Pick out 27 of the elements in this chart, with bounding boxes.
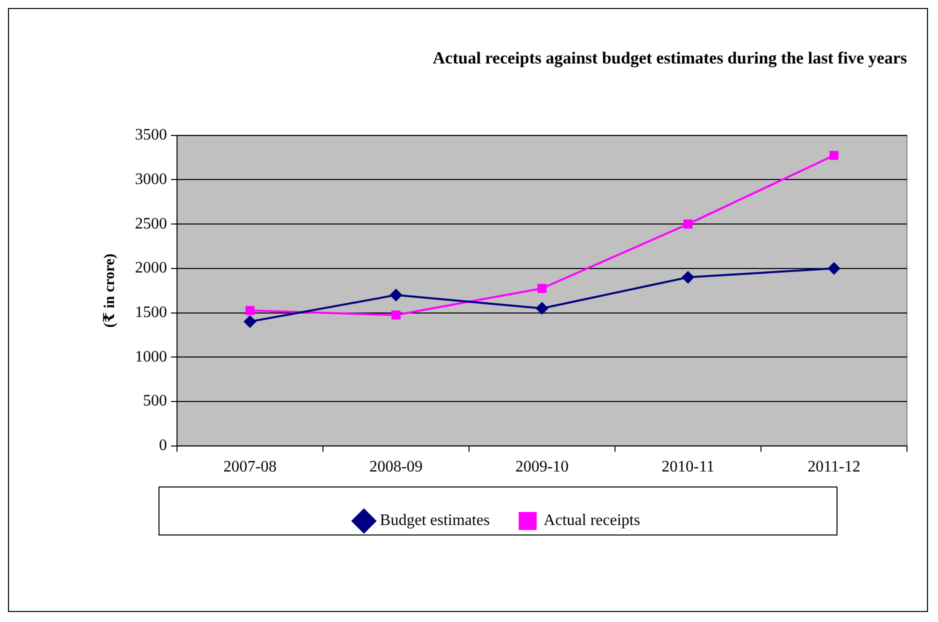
- y-tick-label: 500: [143, 392, 167, 410]
- x-tick-label: 2008-09: [369, 458, 423, 476]
- point: [829, 150, 839, 160]
- point: [683, 220, 693, 229]
- y-tick-label: 1500: [135, 304, 167, 321]
- y-tick-label: 2500: [135, 215, 167, 232]
- x-tick-label: 2011-12: [808, 458, 860, 476]
- x-tick-label: 2010-11: [662, 458, 714, 476]
- point: [537, 284, 547, 293]
- legend-label: Actual receipts: [544, 512, 640, 530]
- x-tick-label: 2007-08: [223, 458, 277, 476]
- point: [682, 271, 694, 284]
- point: [390, 289, 402, 302]
- point: [536, 302, 548, 314]
- x-tick-label: 2009-10: [515, 458, 569, 476]
- point: [828, 262, 840, 274]
- y-tick-label: 0: [159, 437, 167, 454]
- chart-title: Actual receipts against budget estimates during the last five years: [432, 48, 908, 68]
- point: [245, 306, 255, 316]
- y-tick-label: 3000: [135, 170, 167, 188]
- y-tick-label: 2000: [135, 260, 167, 277]
- point: [244, 316, 256, 328]
- y-tick-label: 1000: [135, 348, 167, 366]
- y-tick-label: 3500: [135, 126, 167, 144]
- point: [391, 310, 401, 320]
- legend-label: Budget estimates: [380, 512, 490, 530]
- y-axis-title: (₹ in crore): [102, 254, 118, 328]
